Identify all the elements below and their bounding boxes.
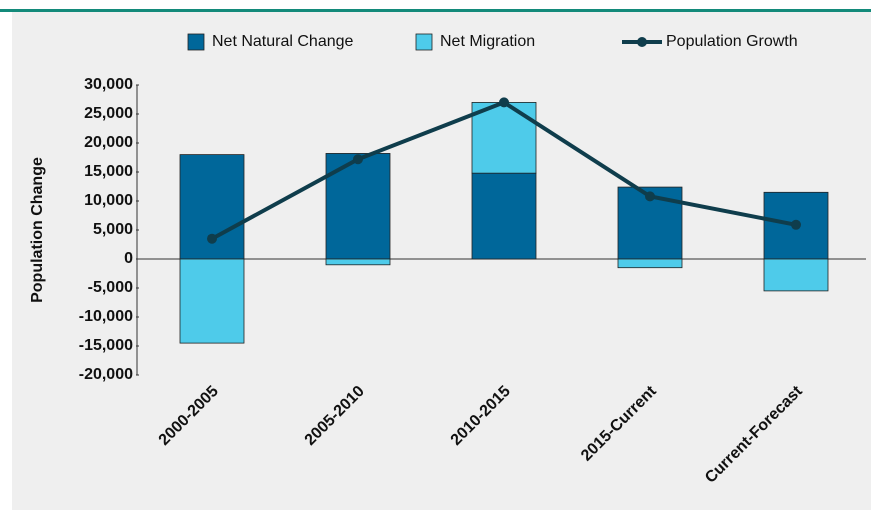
growth-point [791, 219, 801, 230]
y-tick-label: -15,000 [79, 337, 133, 354]
growth-point [645, 191, 655, 202]
legend-swatch [187, 33, 205, 51]
y-tick-label: 0 [124, 250, 133, 267]
bar-segment [763, 258, 829, 292]
growth-point [499, 97, 509, 108]
y-tick-label: 20,000 [84, 134, 133, 151]
bar-segment [617, 258, 683, 269]
legend-label: Net Migration [440, 33, 535, 50]
bar-segment [471, 172, 537, 260]
y-tick-label: 15,000 [84, 163, 133, 180]
legend-label: Net Natural Change [212, 33, 354, 50]
bar-segment [179, 258, 245, 344]
y-tick-label: 30,000 [84, 76, 133, 93]
y-tick-label: 10,000 [84, 192, 133, 209]
y-tick-label: -20,000 [79, 366, 133, 383]
y-axis-label: Population Change [29, 157, 46, 303]
panel [12, 12, 871, 510]
y-tick-label: 5,000 [93, 221, 133, 238]
legend-dot [637, 37, 647, 47]
y-tick-label: -10,000 [79, 308, 133, 325]
y-tick-label: -5,000 [88, 279, 133, 296]
legend-swatch [415, 33, 433, 51]
growth-point [207, 233, 217, 244]
growth-point [353, 154, 363, 165]
top-rule [0, 9, 871, 12]
y-tick-label: 25,000 [84, 105, 133, 122]
legend-label: Population Growth [666, 33, 798, 50]
bar-segment [325, 258, 391, 266]
